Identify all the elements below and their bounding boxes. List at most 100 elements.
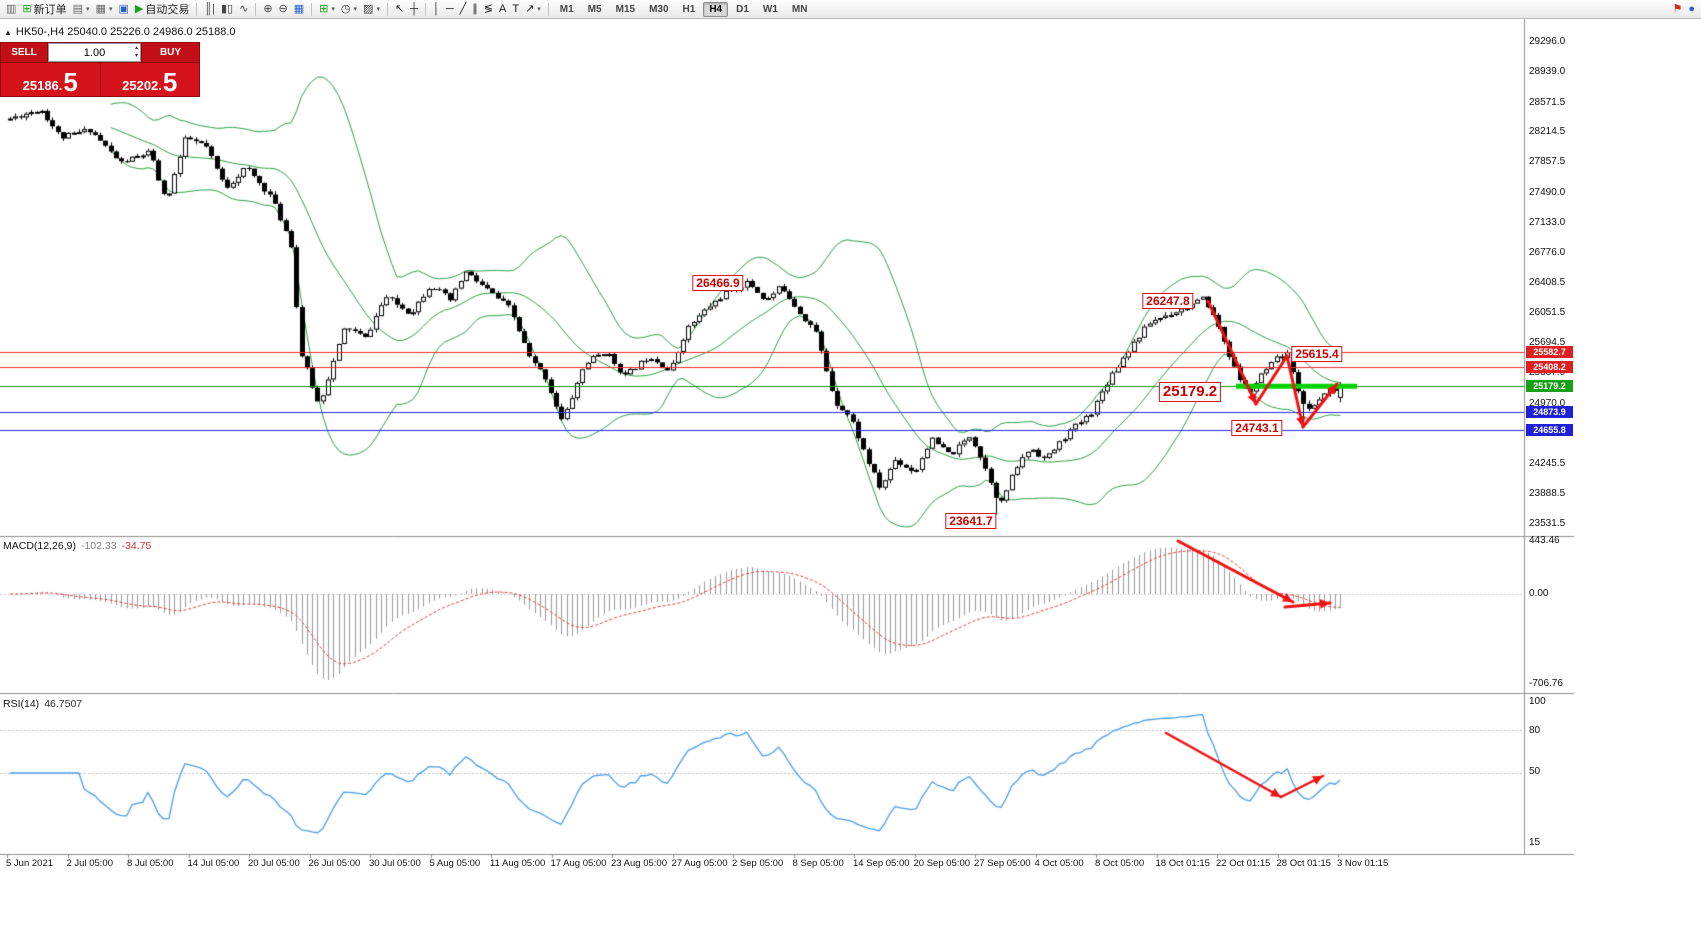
chart-window-icon: ▥ [6, 2, 17, 15]
price-callout[interactable]: 24743.1 [1231, 420, 1283, 436]
chevron-down-icon: ▾ [331, 6, 335, 13]
timeframe-m1-button[interactable]: M1 [559, 3, 574, 15]
vertical-line-icon[interactable]: │ [430, 1, 443, 18]
chart-window-icon[interactable]: ▥ [3, 1, 19, 18]
price-axis-label: 26776.0 [1529, 246, 1566, 258]
new-order-icon: ⊞ [22, 2, 32, 15]
rsi-name: RSI(14) [3, 698, 40, 710]
price-callout[interactable]: 25615.4 [1291, 346, 1343, 362]
buy-price-big-digit: 5 [162, 67, 178, 97]
channel-icon[interactable]: ∥ [469, 1, 481, 18]
time-axis-label: 27 Aug 05:00 [671, 858, 728, 869]
price-axis-label: 27133.0 [1529, 216, 1566, 228]
time-axis-label: 11 Aug 05:00 [490, 858, 546, 869]
bars-chart-icon[interactable]: ║| [201, 1, 218, 18]
time-axis-label: 30 Jul 05:00 [369, 858, 421, 869]
time-axis-label: 26 Jul 05:00 [308, 858, 361, 869]
horizontal-line-icon[interactable]: ─ [443, 1, 457, 18]
price-axis-label: 28214.5 [1529, 126, 1566, 138]
text-icon[interactable]: A [496, 1, 509, 18]
community-icon[interactable]: ● [1685, 1, 1698, 18]
cursor-icon: ↖ [394, 2, 405, 15]
fibonacci-icon[interactable]: ≶ [481, 1, 496, 18]
rsi-axis-label: 15 [1529, 837, 1541, 848]
macd-name: MACD(12,26,9) [3, 540, 76, 552]
price-axis-label: 28939.0 [1529, 65, 1566, 77]
time-axis-label: 14 Jul 05:00 [187, 858, 240, 869]
templates-dropdown[interactable]: ▨ ▾ [360, 1, 383, 18]
rsi-axis-label: 80 [1529, 725, 1541, 736]
timeframe-m30-button[interactable]: M30 [649, 3, 669, 15]
price-axis-label: 27490.0 [1529, 187, 1566, 198]
text-label-icon[interactable]: T [509, 1, 522, 18]
time-axis-label: 5 Aug 05:00 [429, 858, 481, 869]
vertical-line-icon: │ [432, 2, 440, 15]
price-callout[interactable]: 26247.8 [1142, 293, 1194, 309]
line-chart-icon[interactable]: ∿ [236, 1, 251, 18]
buy-price[interactable]: 25202. 5 [101, 63, 200, 96]
charts-dropdown[interactable]: ▤ ▾ [70, 1, 93, 18]
new-order-button[interactable]: ⊞ 新订单 [19, 1, 69, 18]
time-axis-label: 28 Oct 01:15 [1276, 858, 1331, 869]
text-icon: A [498, 2, 507, 15]
spinner-up-icon[interactable]: ▴ [134, 45, 138, 51]
timeframe-h4-button[interactable]: H4 [703, 1, 729, 17]
price-axis-label: 26408.5 [1529, 277, 1566, 289]
timeframe-w1-button[interactable]: W1 [762, 3, 778, 15]
candlestick-chart-icon[interactable]: ▮▯ [218, 1, 236, 18]
charts-icon: ▤ [72, 2, 84, 15]
time-axis-label: 2 Jul 05:00 [66, 858, 113, 869]
trendline-icon[interactable]: ╱ [457, 1, 470, 18]
crosshair-icon[interactable]: ┼ [407, 1, 421, 18]
toolbar-separator [386, 2, 388, 16]
zoom-in-icon[interactable]: ⊕ [260, 1, 275, 18]
market-watch-icon[interactable]: ▣ [115, 1, 131, 18]
toolbar-separator [196, 2, 198, 16]
toolbar-separator [424, 2, 426, 16]
time-axis-label: 14 Sep 05:00 [853, 858, 910, 869]
price-callout[interactable]: 26466.9 [692, 275, 744, 291]
profiles-icon: ▦ [95, 2, 106, 15]
channel-icon: ∥ [472, 2, 478, 15]
timeframe-mn-button[interactable]: MN [791, 3, 808, 15]
price-callout[interactable]: 23641.7 [945, 513, 997, 529]
periods-dropdown[interactable]: ◷ ▾ [338, 1, 360, 18]
autotrading-button[interactable]: ▶ 自动交易 [132, 1, 192, 18]
one-click-toggle-icon[interactable]: ▲ [4, 27, 12, 37]
profiles-dropdown[interactable]: ▦ ▾ [93, 1, 116, 18]
buy-button[interactable]: BUY [141, 43, 199, 62]
chevron-down-icon: ▾ [376, 6, 380, 13]
zoom-out-icon: ⊖ [278, 2, 288, 15]
indicators-add-icon: ⊞ [319, 2, 329, 15]
volume-spinner[interactable]: ▴ ▾ [135, 44, 138, 60]
volume-field[interactable]: 1.00 ▴ ▾ [48, 43, 141, 62]
timeframe-h1-button[interactable]: H1 [682, 3, 696, 15]
timeframe-d1-button[interactable]: D1 [736, 3, 749, 15]
periods-icon: ◷ [340, 2, 351, 15]
horizontal-line-icon: ─ [445, 2, 454, 15]
sell-price[interactable]: 25186. 5 [1, 63, 101, 96]
one-click-top-row: SELL 1.00 ▴ ▾ BUY [1, 43, 199, 62]
timeframe-m5-button[interactable]: M5 [587, 3, 602, 15]
toolbar-separator [311, 2, 313, 16]
cursor-icon[interactable]: ↖ [392, 1, 407, 18]
autotrading-icon: ▶ [134, 2, 144, 15]
rsi-indicator-label: RSI(14) 46.7507 [3, 698, 82, 710]
market-watch-icon: ▣ [118, 2, 129, 15]
tile-windows-icon[interactable]: ▦ [291, 1, 307, 18]
price-callout[interactable]: 25179.2 [1158, 382, 1222, 402]
sell-button[interactable]: SELL [1, 43, 48, 62]
time-axis-label: 3 Nov 01:15 [1337, 858, 1389, 869]
toolbar-separator [547, 2, 549, 16]
alerts-flag-icon[interactable]: ⚑ [1669, 1, 1685, 18]
zoom-out-icon[interactable]: ⊖ [276, 1, 291, 18]
timeframe-m15-button[interactable]: M15 [615, 3, 636, 15]
macd-main-value: -102.33 [80, 540, 117, 552]
arrows-dropdown[interactable]: ↗ ▾ [522, 1, 544, 18]
toolbar: ▥ ⊞ 新订单 ▤ ▾ ▦ ▾ ▣ ▶ 自动交易 ║| ▮▯ ∿ ⊕ ⊖ ▦ ⊞ ▾ ◷ ▾ ▨ ▾ ↖ ┼ │ ─ ╱ ∥ ≶ A T ↗ ▾… [0, 0, 1701, 19]
sell-price-big-digit: 5 [63, 67, 78, 97]
spinner-down-icon[interactable]: ▾ [134, 53, 138, 59]
indicators-add-button[interactable]: ⊞ ▾ [316, 1, 338, 18]
toolbar-separator [255, 2, 257, 16]
